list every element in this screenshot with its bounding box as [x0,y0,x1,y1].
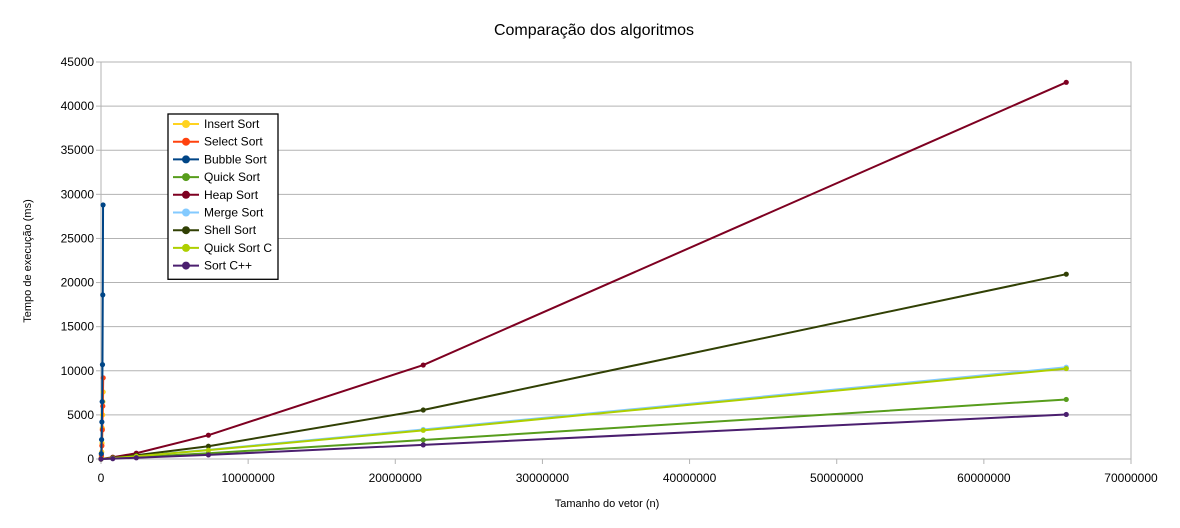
data-point [1063,411,1069,418]
legend-item: Shell Sort [173,223,257,237]
x-tick-label: 50000000 [810,471,864,485]
y-tick-label: 25000 [61,231,95,245]
data-point [1063,396,1069,403]
plot-area-border [100,61,1132,460]
data-point [205,432,212,438]
legend-marker [182,190,190,199]
series-line [100,413,1067,460]
data-point [205,443,212,449]
y-tick-label: 30000 [61,187,95,201]
data-point [1063,271,1069,277]
y-tick-label: 20000 [61,276,95,290]
series-line [100,273,1067,460]
legend: Insert Sort Select Sort Bubble Sort Quick S… [167,113,279,280]
x-tick-label: 20000000 [369,471,423,485]
data-point [205,452,212,458]
y-axis-label: Tempo de execução (ms) [22,199,34,323]
data-point [98,456,104,462]
legend-marker [182,226,190,235]
chart-title: Comparação dos algoritmos [494,22,694,39]
series-group [98,79,1069,462]
legend-label: Merge Sort [204,206,264,220]
y-tick-label: 40000 [61,99,95,113]
x-tick-label: 10000000 [221,471,275,485]
data-point [1063,79,1069,85]
data-point [110,456,116,462]
series-sort-c- [98,411,1069,462]
y-tick-label: 5000 [67,408,94,422]
data-point [100,292,106,298]
y-tick-label: 10000 [61,364,95,378]
legend-item: Sort C++ [173,259,252,273]
x-tick-label: 0 [98,471,105,485]
x-axis-label: Tamanho do vetor (n) [555,498,660,510]
legend-marker [182,243,190,252]
data-point [98,436,105,443]
legend-item: Heap Sort [173,188,259,202]
x-tick-label: 60000000 [957,471,1011,485]
series-quick-sort [98,396,1069,462]
data-point [205,447,212,453]
legend-marker [182,120,190,128]
legend-marker [182,173,190,182]
data-point [420,437,426,443]
y-tick-label: 45000 [61,55,95,69]
y-tick-label: 0 [87,452,94,466]
data-point [99,419,105,425]
y-tick-label: 35000 [61,143,95,157]
y-tick-label: 15000 [61,320,95,334]
legend-item: Quick Sort C [173,241,272,255]
legend-label: Bubble Sort [204,152,267,166]
data-point [420,427,426,433]
series-shell-sort [98,271,1069,462]
x-tick-label: 30000000 [516,471,570,485]
x-tick-label: 40000000 [663,471,717,485]
data-point [98,451,104,457]
data-point [1063,365,1069,372]
legend-marker [182,137,190,146]
legend-marker [182,208,190,217]
data-point [420,362,426,368]
legend-marker [182,261,190,270]
data-point [100,202,106,208]
legend-label: Insert Sort [204,117,260,131]
data-point [99,399,105,405]
legend-item: Merge Sort [173,206,264,220]
series-bubble-sort [98,202,106,462]
legend-label: Quick Sort [204,170,261,184]
series-line [100,398,1067,460]
series-line [100,366,1067,460]
x-tick-labels: 0 10000000 20000000 30000000 40000000 5000000… [98,471,1158,485]
legend-item: Insert Sort [173,117,260,131]
legend-label: Quick Sort C [204,241,272,255]
legend-item: Quick Sort [173,170,261,184]
data-point [420,442,426,448]
legend-label: Heap Sort [204,188,259,202]
y-tick-labels: 0 5000 10000 15000 20000 25000 30000 35000 40000… [61,55,95,466]
legend-label: Shell Sort [204,223,257,237]
x-tick-label: 70000000 [1104,471,1158,485]
axes [96,61,1132,464]
legend-label: Sort C++ [204,259,252,273]
data-point [133,455,139,461]
legend-marker [182,155,190,164]
legend-label: Select Sort [204,135,263,149]
legend-item: Bubble Sort [173,152,267,166]
legend-item: Select Sort [173,135,263,149]
data-point [99,362,106,368]
data-point [420,407,426,413]
